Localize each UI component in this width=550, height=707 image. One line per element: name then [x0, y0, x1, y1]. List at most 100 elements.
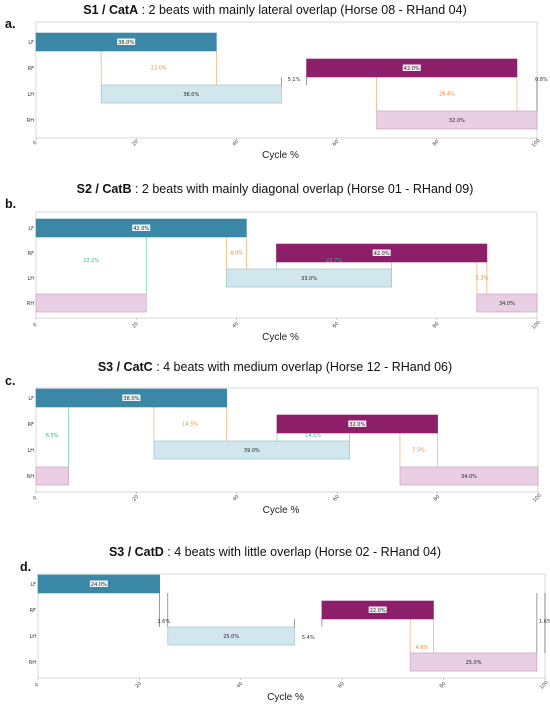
overlap-label-2: 5.4%	[302, 635, 315, 641]
panel-letter: c.	[5, 374, 15, 388]
row-label-rf: RF	[28, 251, 34, 257]
x-tick-label: 80	[439, 681, 448, 690]
row-label-lf: LF	[28, 396, 34, 402]
x-tick-label: 60	[332, 494, 341, 503]
row-label-lh: LH	[27, 92, 34, 98]
row-label-lh: LH	[29, 634, 36, 640]
x-tick-label: 0	[32, 322, 38, 328]
row-label-lf: LF	[28, 226, 34, 232]
overlap-label-4: 0.8%	[535, 77, 548, 83]
overlap-label-3: 22.7%	[326, 258, 342, 264]
bar-rh-4	[36, 294, 146, 312]
panel-4: S3 / CatD : 4 beats with little overlap …	[20, 545, 550, 703]
row-label-lf: LF	[28, 40, 34, 46]
bar-label-lh: 33.0%	[301, 276, 317, 282]
bar-label-rh: 25.0%	[466, 660, 482, 666]
overlap-label-2: 5.1%	[288, 77, 301, 83]
x-tick-label: 40	[231, 321, 240, 330]
row-label-rf: RF	[28, 422, 34, 428]
x-axis-label: Cycle %	[262, 150, 299, 161]
overlap-label-4: 1.6%	[539, 619, 550, 625]
bar-label-lf: 24.0%	[91, 582, 107, 588]
bar-label-lh: 36.0%	[183, 92, 199, 98]
x-tick-label: 100	[531, 320, 542, 331]
overlap-label-3: 28.4%	[439, 92, 455, 98]
panel-title-rest: : 2 beats with mainly diagonal overlap (…	[132, 182, 474, 196]
overlap-label-2: 14.5%	[182, 422, 198, 428]
x-tick-label: 20	[131, 494, 140, 503]
panel-title: S3 / CatC : 4 beats with medium overlap …	[98, 360, 452, 374]
row-label-lh: LH	[27, 448, 34, 454]
panel-title-bold: S3 / CatD	[109, 545, 164, 559]
x-tick-label: 60	[332, 139, 341, 148]
overlap-label-1: 1.6%	[157, 619, 170, 625]
overlap-label-2: 4.0%	[230, 251, 243, 257]
panel-letter: a.	[5, 17, 15, 31]
x-tick-label: 40	[231, 139, 240, 148]
x-axis-label: Cycle %	[263, 505, 300, 516]
bar-label-lf: 36.0%	[118, 40, 134, 46]
x-tick-label: 20	[131, 321, 140, 330]
x-tick-label: 0	[34, 682, 40, 688]
bar-label-rh: 34.0%	[461, 474, 477, 480]
row-label-rf: RF	[30, 608, 36, 614]
x-tick-label: 80	[433, 494, 442, 503]
bar-label-rf: 42.0%	[404, 66, 420, 72]
x-tick-label: 60	[337, 681, 346, 690]
panel-letter: b.	[5, 197, 16, 211]
overlap-label-1: 22.2%	[83, 258, 99, 264]
panel-title-bold: S1 / CatA	[83, 3, 138, 17]
x-axis-label: Cycle %	[262, 332, 299, 343]
bar-label-lf: 38.0%	[123, 396, 139, 402]
row-label-rh: RH	[27, 474, 34, 480]
panel-title-bold: S3 / CatC	[98, 360, 153, 374]
row-label-rh: RH	[27, 118, 34, 124]
x-tick-label: 100	[539, 680, 550, 691]
x-tick-label: 40	[232, 494, 241, 503]
bar-rh-4	[36, 467, 69, 485]
row-label-lf: LF	[30, 582, 36, 588]
overlap-label-1: 6.5%	[46, 433, 59, 439]
row-label-rh: RH	[29, 660, 36, 666]
row-label-lh: LH	[27, 276, 34, 282]
panel-title-rest: : 2 beats with mainly lateral overlap (H…	[138, 3, 467, 17]
x-axis-label: Cycle %	[267, 692, 304, 703]
bar-label-lf: 42.0%	[133, 226, 149, 232]
bar-label-rh: 34.0%	[499, 301, 515, 307]
x-tick-label: 100	[532, 493, 543, 504]
row-label-rh: RH	[27, 301, 34, 307]
x-tick-label: 0	[32, 495, 38, 501]
x-tick-label: 100	[531, 138, 542, 149]
row-label-rf: RF	[28, 66, 34, 72]
x-tick-label: 80	[432, 139, 441, 148]
panel-title: S3 / CatD : 4 beats with little overlap …	[109, 545, 441, 559]
panel-2: S2 / CatB : 2 beats with mainly diagonal…	[5, 182, 542, 343]
x-tick-label: 40	[236, 681, 245, 690]
panel-title: S2 / CatB : 2 beats with mainly diagonal…	[77, 182, 474, 196]
overlap-label-3: 14.5%	[305, 433, 321, 439]
bar-label-rf: 22.0%	[370, 608, 386, 614]
overlap-label-4: 2.3%	[476, 276, 489, 282]
panel-title-rest: : 4 beats with little overlap (Horse 02 …	[164, 545, 441, 559]
panel-1: S1 / CatA : 2 beats with mainly lateral …	[5, 3, 548, 161]
overlap-label-1: 23.0%	[151, 66, 167, 72]
overlap-label-4: 7.5%	[412, 448, 425, 454]
bar-label-rf: 42.0%	[374, 251, 390, 257]
panel-title-bold: S2 / CatB	[77, 182, 132, 196]
bar-label-lh: 39.0%	[244, 448, 260, 454]
x-tick-label: 20	[134, 681, 143, 690]
panel-3: S3 / CatC : 4 beats with medium overlap …	[5, 360, 543, 516]
overlap-label-3: 4.6%	[415, 645, 428, 651]
x-tick-label: 20	[131, 139, 140, 148]
x-tick-label: 60	[332, 321, 341, 330]
bar-label-rh: 32.0%	[449, 118, 465, 124]
x-tick-label: 80	[432, 321, 441, 330]
panel-title: S1 / CatA : 2 beats with mainly lateral …	[83, 3, 467, 17]
x-tick-label: 0	[32, 140, 38, 146]
bar-label-rf: 32.0%	[349, 422, 365, 428]
bar-label-lh: 25.0%	[223, 634, 239, 640]
panel-letter: d.	[20, 560, 31, 574]
panel-title-rest: : 4 beats with medium overlap (Horse 12 …	[153, 360, 452, 374]
